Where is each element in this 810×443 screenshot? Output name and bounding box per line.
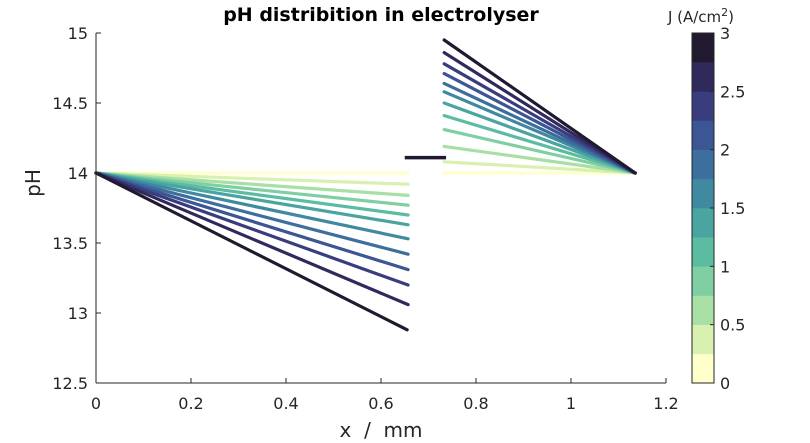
colorbar: 0 0.5 1 1.5 2 2.5 3 xyxy=(691,24,745,393)
series-line-right xyxy=(442,50,637,175)
series-line-left xyxy=(94,171,410,272)
x-tick-label: 1.2 xyxy=(653,394,678,413)
colorbar-swatch xyxy=(692,266,714,296)
series-line-left xyxy=(94,171,409,332)
y-tick-label: 15 xyxy=(68,24,88,43)
y-tick-label: 12.5 xyxy=(52,374,88,393)
colorbar-swatch xyxy=(692,120,714,150)
series-line-left xyxy=(94,171,410,256)
series-line-right xyxy=(442,101,637,175)
colorbar-swatch xyxy=(692,353,714,384)
x-axis-label: x / mm xyxy=(340,418,423,442)
colorbar-swatch xyxy=(692,91,714,121)
y-ticks: 12.5 13 13.5 14 14.5 15 xyxy=(52,24,101,393)
colorbar-swatch xyxy=(692,295,714,325)
colorbar-swatch xyxy=(692,178,714,209)
colorbar-swatch xyxy=(692,208,714,238)
colorbar-tick-label: 1 xyxy=(720,257,730,276)
series-line-left xyxy=(94,171,410,217)
x-tick-label: 1 xyxy=(566,394,576,413)
series-line-left xyxy=(94,171,410,227)
x-tick-label: 0.4 xyxy=(273,394,298,413)
series-layer xyxy=(94,38,637,332)
series-line-right xyxy=(442,160,637,175)
colorbar-tick-label: 0 xyxy=(720,374,730,393)
series-line-left xyxy=(94,171,410,207)
x-tick-label: 0.8 xyxy=(463,394,488,413)
colorbar-swatch xyxy=(692,324,714,355)
series-line-left xyxy=(94,171,410,287)
colorbar-title-prefix: J (A/cm xyxy=(667,8,721,26)
colorbar-swatch xyxy=(692,33,714,63)
colorbar-title-sup: 2 xyxy=(721,6,728,19)
colorbar-tick-label: 0.5 xyxy=(720,316,745,335)
y-tick-label: 13 xyxy=(68,304,88,323)
series-line-left xyxy=(94,171,410,197)
colorbar-swatch xyxy=(692,149,714,180)
x-tick-label: 0.6 xyxy=(368,394,393,413)
colorbar-title-suffix: ) xyxy=(728,8,734,26)
x-tick-label: 0.2 xyxy=(178,394,203,413)
colorbar-tick-label: 3 xyxy=(720,24,730,43)
y-axis-label: pH xyxy=(21,169,45,197)
colorbar-swatch xyxy=(692,237,714,267)
chart-title: pH distribition in electrolyser xyxy=(223,4,539,26)
series-line-left xyxy=(94,171,410,241)
colorbar-tick-label: 2 xyxy=(720,141,730,160)
series-line-right xyxy=(442,144,637,175)
x-tick-label: 0 xyxy=(91,394,101,413)
colorbar-title: J (A/cm2) xyxy=(667,6,734,26)
series-line-left xyxy=(94,171,410,307)
y-tick-label: 13.5 xyxy=(52,234,88,253)
series-line-right xyxy=(442,128,637,175)
series-line-right xyxy=(442,38,637,175)
series-line-right xyxy=(442,113,637,175)
y-tick-label: 14 xyxy=(68,164,88,183)
y-tick-label: 14.5 xyxy=(52,94,88,113)
colorbar-tick-label: 2.5 xyxy=(720,82,745,101)
colorbar-tick-label: 1.5 xyxy=(720,199,745,218)
x-ticks: 0 0.2 0.4 0.6 0.8 1 1.2 xyxy=(91,378,679,413)
colorbar-swatch xyxy=(692,62,714,92)
series-line-left xyxy=(94,171,410,186)
